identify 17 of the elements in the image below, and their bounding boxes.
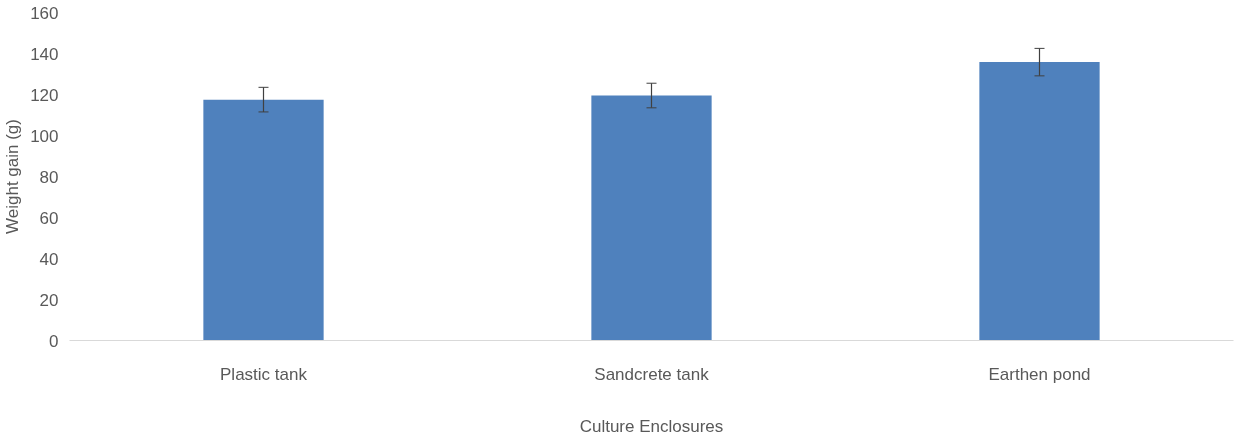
y-tick-label: 160 (30, 3, 59, 23)
y-tick-label: 100 (30, 126, 59, 146)
y-tick-label: 40 (39, 249, 59, 269)
y-tick-label: 60 (39, 208, 59, 228)
y-tick-label: 80 (39, 167, 59, 187)
y-axis-title: Weight gain (g) (3, 119, 23, 234)
y-tick-label: 20 (39, 290, 59, 310)
bar (203, 99, 324, 341)
y-tick-label: 120 (30, 85, 59, 105)
x-tick-label: Plastic tank (220, 364, 308, 384)
x-tick-label: Earthen pond (988, 364, 1091, 384)
y-tick-label: 0 (49, 331, 59, 351)
y-tick-label: 140 (30, 44, 59, 64)
bar (979, 62, 1100, 341)
x-tick-label: Sandcrete tank (594, 364, 710, 384)
bar (591, 95, 712, 341)
x-axis-title: Culture Enclosures (579, 416, 724, 436)
